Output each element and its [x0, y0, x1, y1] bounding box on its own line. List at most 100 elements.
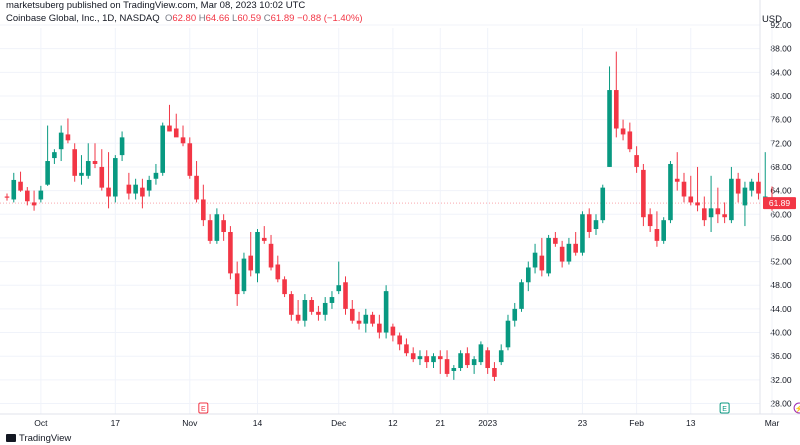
- candle-body[interactable]: [674, 178, 680, 182]
- earnings-marker[interactable]: [719, 402, 730, 414]
- candle-body[interactable]: [525, 267, 531, 283]
- candle-body[interactable]: [214, 214, 220, 241]
- candle-body[interactable]: [573, 243, 578, 253]
- candle-body[interactable]: [465, 353, 470, 366]
- dividend-marker[interactable]: [793, 402, 800, 414]
- candle-body[interactable]: [322, 302, 328, 315]
- candle-body[interactable]: [485, 350, 490, 369]
- candle-body[interactable]: [282, 279, 287, 295]
- candle-body[interactable]: [228, 231, 233, 274]
- candle-body[interactable]: [553, 237, 558, 244]
- candle-body[interactable]: [302, 300, 308, 321]
- candle-body[interactable]: [390, 326, 396, 336]
- candle-body[interactable]: [106, 187, 111, 197]
- candle-body[interactable]: [729, 178, 734, 221]
- candle-body[interactable]: [539, 255, 545, 271]
- candle-body[interactable]: [498, 350, 504, 363]
- candle-body[interactable]: [167, 125, 172, 132]
- candle-body[interactable]: [404, 344, 409, 354]
- candle-body[interactable]: [546, 237, 551, 274]
- candle-body[interactable]: [492, 368, 497, 377]
- candle-body[interactable]: [600, 187, 606, 221]
- candle-body[interactable]: [289, 294, 294, 315]
- candle-body[interactable]: [316, 311, 321, 315]
- candle-body[interactable]: [140, 187, 145, 197]
- candle-body[interactable]: [349, 308, 355, 321]
- candle-body[interactable]: [92, 161, 98, 164]
- candle-body[interactable]: [309, 300, 314, 312]
- candle-body[interactable]: [99, 166, 105, 188]
- candle-body[interactable]: [593, 220, 599, 230]
- candle-body[interactable]: [119, 137, 125, 156]
- candle-body[interactable]: [72, 149, 77, 176]
- candle-body[interactable]: [377, 323, 382, 333]
- candle-body[interactable]: [38, 190, 44, 200]
- candle-body[interactable]: [742, 187, 748, 206]
- candle-body[interactable]: [702, 208, 707, 221]
- candle-body[interactable]: [160, 125, 166, 173]
- candle-body[interactable]: [661, 220, 666, 241]
- candle-body[interactable]: [194, 175, 199, 200]
- candle-body[interactable]: [255, 231, 260, 274]
- candle-body[interactable]: [45, 161, 50, 185]
- candle-body[interactable]: [25, 190, 30, 202]
- candle-body[interactable]: [512, 308, 518, 321]
- candle-body[interactable]: [627, 131, 633, 150]
- candle-body[interactable]: [329, 297, 335, 303]
- candle-body[interactable]: [647, 214, 653, 227]
- candle-body[interactable]: [295, 314, 301, 321]
- tradingview-brand[interactable]: TradingView: [6, 433, 71, 444]
- candle-body[interactable]: [248, 255, 254, 271]
- candle-body[interactable]: [241, 258, 247, 292]
- candle-body[interactable]: [580, 214, 585, 253]
- candle-body[interactable]: [735, 178, 741, 194]
- candle-body[interactable]: [261, 237, 267, 241]
- candle-body[interactable]: [559, 246, 565, 262]
- candle-body[interactable]: [268, 243, 274, 268]
- candle-body[interactable]: [79, 172, 84, 176]
- candle-body[interactable]: [566, 243, 572, 262]
- candle-body[interactable]: [668, 163, 673, 221]
- candle-body[interactable]: [11, 179, 17, 200]
- candle-body[interactable]: [173, 128, 179, 138]
- candle-body[interactable]: [417, 356, 423, 360]
- candle-body[interactable]: [756, 181, 761, 194]
- candle-body[interactable]: [133, 184, 138, 194]
- candle-body[interactable]: [397, 335, 402, 345]
- candle-body[interactable]: [180, 137, 186, 144]
- candle-body[interactable]: [201, 199, 206, 221]
- candle-body[interactable]: [18, 181, 23, 191]
- earnings-marker[interactable]: [198, 402, 209, 414]
- candle-body[interactable]: [715, 208, 721, 215]
- candle-body[interactable]: [444, 359, 450, 374]
- candle-body[interactable]: [383, 291, 389, 333]
- candle-body[interactable]: [478, 344, 484, 363]
- candle-body[interactable]: [620, 128, 626, 135]
- candle-body[interactable]: [437, 356, 443, 360]
- candle-body[interactable]: [31, 202, 37, 206]
- candle-body[interactable]: [458, 353, 463, 369]
- candle-body[interactable]: [505, 320, 511, 348]
- candle-body[interactable]: [153, 172, 159, 179]
- candle-body[interactable]: [654, 229, 660, 241]
- candle-body[interactable]: [722, 214, 727, 218]
- candle-body[interactable]: [695, 202, 700, 206]
- symbol-label[interactable]: Coinbase Global, Inc., 1D, NASDAQ: [6, 13, 160, 24]
- candle-body[interactable]: [65, 134, 71, 141]
- candle-body[interactable]: [126, 184, 132, 194]
- candle-body[interactable]: [58, 132, 64, 150]
- candle-body[interactable]: [410, 353, 416, 360]
- candle-body[interactable]: [370, 314, 375, 324]
- candle-body[interactable]: [207, 220, 213, 241]
- candle-body[interactable]: [749, 181, 754, 191]
- candle-body[interactable]: [52, 152, 57, 159]
- candle-body[interactable]: [451, 368, 457, 371]
- candle-body[interactable]: [586, 214, 592, 232]
- candle-body[interactable]: [343, 282, 348, 309]
- candle-body[interactable]: [234, 273, 240, 295]
- candle-body[interactable]: [113, 158, 118, 197]
- candle-body[interactable]: [762, 196, 768, 198]
- candle-body[interactable]: [431, 356, 436, 363]
- candle-body[interactable]: [221, 220, 226, 232]
